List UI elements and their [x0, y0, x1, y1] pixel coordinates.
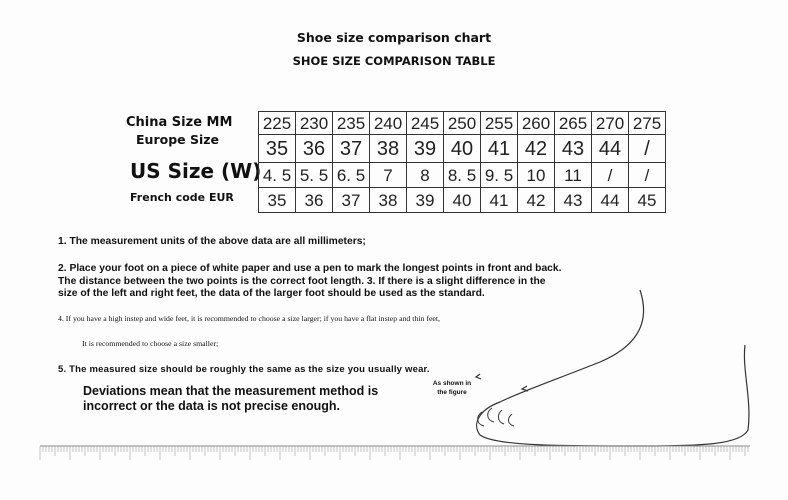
figure-caption-line-1: As shown in [432, 380, 472, 387]
deviation-line-2: incorrect or the data is not precise eno… [83, 399, 340, 413]
table-cell: 9. 5 [480, 162, 518, 188]
table-cell: 35 [258, 187, 296, 213]
row-label-us: US Size (W) [130, 159, 262, 183]
table-cell: 265 [554, 111, 592, 135]
table-cell: 42 [517, 187, 555, 213]
note-4: 4. If you have a high instep and wide fe… [58, 314, 440, 323]
row-labels: China Size MM Europe Size US Size (W) Fr… [122, 111, 262, 211]
table-row: 35 36 37 38 39 40 41 42 43 44 45 [258, 187, 666, 213]
table-cell: 260 [517, 111, 555, 135]
table-cell: 44 [591, 187, 629, 213]
row-label-french: French code EUR [130, 191, 234, 204]
note-2a: 2. Place your foot on a piece of white p… [58, 263, 562, 274]
chart-title: Shoe size comparison chart [296, 30, 492, 45]
table-cell: 36 [295, 187, 333, 213]
table-cell: 10 [517, 162, 555, 188]
table-cell: / [628, 134, 666, 163]
table-cell: 41 [480, 134, 518, 163]
ruler [39, 445, 750, 460]
note-2b: The distance between the two points is t… [58, 275, 546, 287]
size-table: 225 230 235 240 245 250 255 260 265 270 275 35 36 37 3… [258, 111, 666, 213]
table-cell: 42 [517, 134, 555, 163]
table-cell: 40 [443, 134, 481, 163]
table-cell: 7 [369, 162, 407, 188]
deviation-note: Deviations mean that the measurement met… [83, 384, 378, 414]
table-cell: 225 [258, 111, 296, 135]
note-2c: size of the left and right feet, the dat… [58, 288, 485, 299]
table-row: 35 36 37 38 39 40 41 42 43 44/ [258, 134, 666, 163]
table-cell: 45 [628, 187, 666, 213]
figure-caption-line-2: the figure [437, 389, 467, 396]
table-cell: 4. 5 [258, 162, 296, 188]
note-5: 5. The measured size should be roughly t… [58, 364, 430, 375]
chart-subtitle: SHOE SIZE COMPARISON TABLE [292, 54, 496, 68]
table-cell: 275 [628, 111, 666, 135]
table-cell: 40 [443, 187, 481, 213]
table-cell: 41 [480, 187, 518, 213]
note-4b: It is recommended to choose a size small… [82, 339, 219, 348]
table-cell: 44 [591, 134, 629, 163]
table-cell: 38 [369, 187, 407, 213]
table-cell: 245 [406, 111, 444, 135]
deviation-line-1: Deviations mean that the measurement met… [83, 384, 379, 398]
table-cell: 43 [554, 134, 592, 163]
table-cell: 37 [332, 187, 370, 213]
note-1: 1. The measurement units of the above da… [58, 236, 366, 247]
row-label-europe: Europe Size [136, 132, 220, 147]
row-label-china: China Size MM [126, 115, 233, 130]
figure-caption: As shown in the figure [430, 379, 474, 397]
